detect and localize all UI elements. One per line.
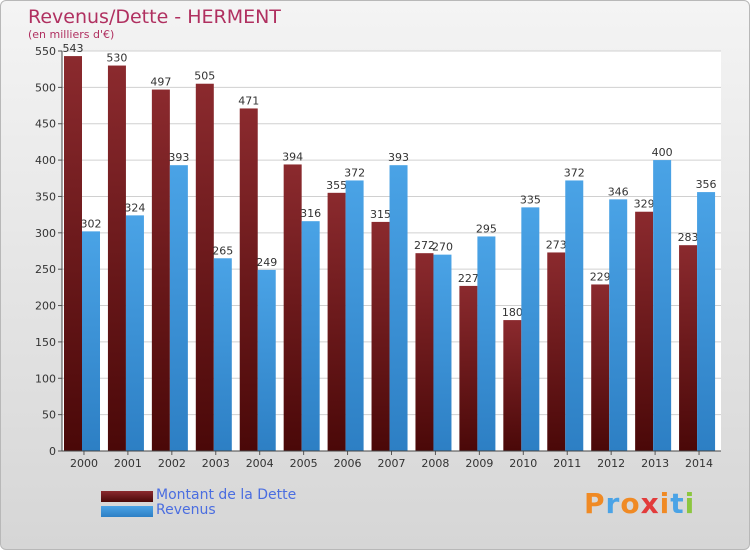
bar-revenus (82, 231, 100, 451)
x-tick-label: 2012 (597, 457, 625, 470)
y-tick-label: 200 (35, 300, 56, 313)
bar-revenus (389, 165, 408, 451)
bar-dette (107, 65, 126, 451)
data-label-revenus: 372 (564, 166, 585, 179)
bar-revenus (169, 165, 188, 451)
bar-revenus (653, 160, 672, 451)
y-tick-label: 250 (35, 263, 56, 276)
x-tick-label: 2013 (641, 457, 669, 470)
chart-subtitle: (en milliers d'€) (28, 28, 115, 41)
x-tick-label: 2003 (202, 457, 230, 470)
data-label-dette: 329 (634, 198, 655, 211)
x-tick-label: 2004 (246, 457, 274, 470)
data-label-dette: 272 (414, 239, 435, 252)
data-label-dette: 355 (326, 179, 347, 192)
data-label-revenus: 356 (696, 178, 717, 191)
bar-dette (547, 252, 566, 451)
data-label-revenus: 393 (388, 151, 409, 164)
chart-title: Revenus/Dette - HERMENT (28, 6, 281, 28)
x-tick-label: 2011 (553, 457, 581, 470)
bar-revenus (301, 221, 320, 451)
bar-dette (327, 192, 346, 451)
x-tick-label: 2008 (421, 457, 449, 470)
bar-revenus (125, 215, 144, 451)
data-label-revenus: 265 (212, 244, 233, 257)
data-label-dette: 227 (458, 272, 479, 285)
bar-dette (503, 320, 522, 451)
x-tick-label: 2001 (114, 457, 142, 470)
data-label-revenus: 393 (168, 151, 189, 164)
x-tick-label: 2002 (158, 457, 186, 470)
y-tick-label: 300 (35, 227, 56, 240)
y-tick-label: 400 (35, 154, 56, 167)
legend-swatch-dette (101, 491, 153, 502)
bar-revenus (609, 199, 628, 451)
bar-dette (371, 221, 390, 451)
bar-dette (591, 284, 610, 451)
bar-dette (195, 83, 214, 452)
bar-revenus (521, 207, 540, 451)
data-label-revenus: 324 (124, 201, 145, 214)
data-label-revenus: 295 (476, 222, 497, 235)
y-tick-label: 50 (42, 409, 56, 422)
bar-dette (239, 108, 258, 452)
data-label-dette: 497 (150, 76, 171, 89)
y-tick-label: 500 (35, 81, 56, 94)
bar-dette (64, 56, 82, 451)
data-label-dette: 229 (590, 270, 611, 283)
data-label-revenus: 249 (256, 256, 277, 269)
legend-label-dette: Montant de la Dette (156, 487, 297, 503)
data-label-dette: 273 (546, 238, 567, 251)
x-tick-label: 2010 (509, 457, 537, 470)
x-tick-label: 2005 (290, 457, 318, 470)
proxiti-logo: Proxiti (584, 487, 696, 520)
data-label-dette: 543 (63, 42, 84, 55)
data-label-dette: 315 (370, 208, 391, 221)
bar-revenus (477, 236, 496, 451)
x-tick-label: 2009 (465, 457, 493, 470)
data-label-dette: 394 (282, 150, 303, 163)
x-tick-label: 2014 (685, 457, 713, 470)
y-tick-label: 0 (49, 445, 56, 458)
bar-dette (283, 164, 302, 452)
bar-dette (635, 211, 654, 451)
data-label-dette: 505 (194, 70, 215, 83)
x-tick-label: 2006 (334, 457, 362, 470)
data-label-dette: 471 (238, 94, 259, 107)
data-label-revenus: 302 (81, 217, 102, 230)
bar-revenus (433, 254, 452, 451)
bar-dette (459, 285, 478, 451)
legend-swatch-revenus (101, 506, 153, 517)
data-label-revenus: 270 (432, 241, 453, 254)
data-label-revenus: 372 (344, 166, 365, 179)
data-label-revenus: 400 (652, 146, 673, 159)
x-tick-label: 2000 (70, 457, 98, 470)
bar-revenus (257, 269, 276, 451)
y-tick-label: 550 (35, 45, 56, 58)
data-label-revenus: 346 (608, 185, 629, 198)
bar-revenus (345, 180, 364, 452)
y-tick-label: 150 (35, 336, 56, 349)
y-tick-label: 350 (35, 190, 56, 203)
bar-dette (679, 245, 698, 451)
data-label-dette: 530 (106, 52, 127, 65)
data-label-revenus: 335 (520, 193, 541, 206)
bar-dette (151, 89, 170, 451)
x-tick-label: 2007 (378, 457, 406, 470)
data-label-revenus: 316 (300, 207, 321, 220)
bar-revenus (565, 180, 584, 452)
legend-label-revenus: Revenus (156, 502, 216, 518)
y-tick-label: 100 (35, 372, 56, 385)
bar-dette (415, 253, 434, 451)
y-tick-label: 450 (35, 118, 56, 131)
data-label-dette: 283 (678, 231, 699, 244)
bar-revenus (697, 192, 716, 451)
data-label-dette: 180 (502, 306, 523, 319)
bar-revenus (213, 258, 232, 451)
